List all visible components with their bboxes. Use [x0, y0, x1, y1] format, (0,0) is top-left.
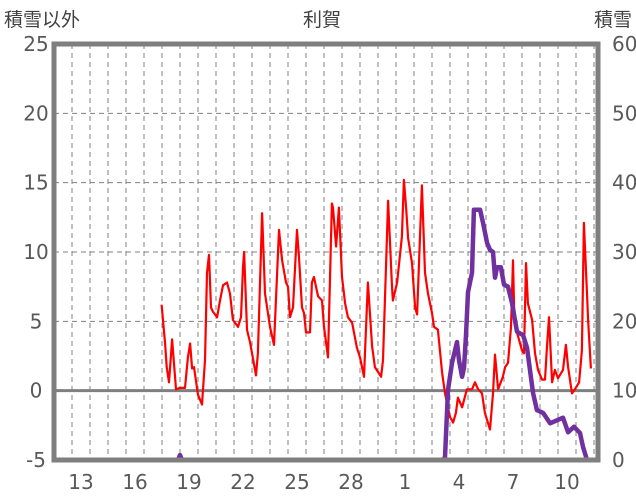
x-tick-label: 16	[122, 470, 147, 494]
left-y-tick-label: 10	[23, 240, 48, 264]
x-tick-label: 1	[399, 470, 412, 494]
temperature-line	[160, 178, 592, 431]
right-y-tick-label: 50	[612, 101, 636, 125]
x-tick-label: 13	[68, 470, 93, 494]
x-tick-label: 25	[284, 470, 309, 494]
x-tick-label: 28	[338, 470, 363, 494]
right-y-tick-label: 10	[612, 379, 636, 403]
plot-frame	[51, 41, 601, 463]
right-y-tick-label: 20	[612, 309, 636, 333]
chart-title: 利賀	[303, 9, 341, 31]
left-y-tick-label: 5	[30, 309, 43, 333]
right-y-tick-label: 30	[612, 240, 636, 264]
x-tick-label: 10	[554, 470, 579, 494]
left-y-tick-label: 0	[30, 379, 43, 403]
left-axis-title: 積雪以外	[4, 9, 80, 31]
right-y-tick-label: 60	[612, 32, 636, 56]
right-y-tick-label: 0	[612, 448, 625, 472]
left-y-tick-label: 25	[23, 32, 48, 56]
snow-depth-line	[162, 207, 598, 463]
x-tick-label: 7	[507, 470, 520, 494]
series-layer	[160, 178, 598, 463]
x-tick-label: 19	[176, 470, 201, 494]
tick-labels: -5 0 5 10 15 20 25 0 10 20 30 40 50 60 13 16 19 22 25 28 1 4 7…	[23, 32, 636, 494]
grid	[54, 44, 598, 460]
left-y-tick-label: -5	[26, 448, 46, 472]
x-tick-label: 4	[453, 470, 466, 494]
right-axis-title: 積雪	[594, 9, 632, 31]
right-y-tick-label: 40	[612, 171, 636, 195]
plot-border	[51, 41, 601, 463]
left-y-tick-label: 15	[23, 171, 48, 195]
left-y-tick-label: 20	[23, 101, 48, 125]
x-tick-label: 22	[230, 470, 255, 494]
